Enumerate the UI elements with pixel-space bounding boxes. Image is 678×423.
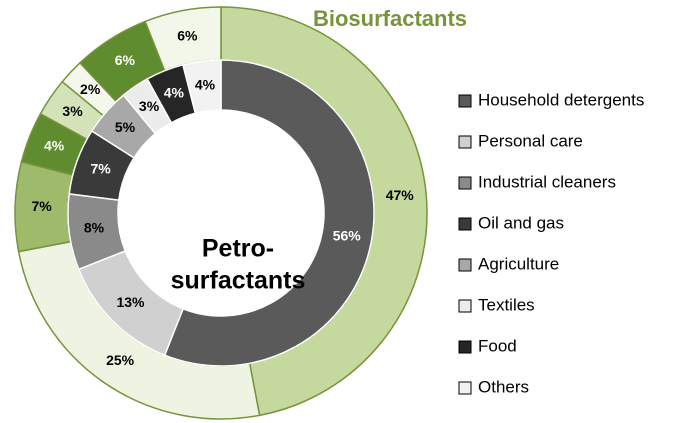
legend-label: Textiles bbox=[478, 295, 535, 314]
center-label: Petro- bbox=[202, 235, 274, 263]
legend-label: Industrial cleaners bbox=[478, 172, 616, 191]
data-label: 25% bbox=[106, 352, 135, 368]
data-label: 4% bbox=[195, 77, 216, 93]
chart-title: Biosurfactants bbox=[313, 6, 467, 31]
data-label: 8% bbox=[84, 220, 105, 236]
legend-label: Oil and gas bbox=[478, 213, 564, 232]
data-label: 7% bbox=[90, 160, 111, 176]
legend-swatch bbox=[458, 299, 472, 313]
data-label: 5% bbox=[115, 119, 136, 135]
data-label: 2% bbox=[80, 81, 101, 97]
legend-label: Food bbox=[478, 336, 517, 355]
legend-label: Personal care bbox=[478, 131, 583, 150]
data-label: 13% bbox=[116, 294, 145, 310]
data-label: 4% bbox=[44, 138, 65, 154]
legend-swatch bbox=[458, 217, 472, 231]
legend-swatch bbox=[458, 135, 472, 149]
legend-swatch bbox=[458, 340, 472, 354]
legend-swatch bbox=[458, 258, 472, 272]
legend-swatch bbox=[458, 176, 472, 190]
data-label: 4% bbox=[164, 85, 185, 101]
data-label: 3% bbox=[62, 103, 83, 119]
data-label: 6% bbox=[177, 27, 198, 43]
data-label: 47% bbox=[386, 187, 415, 203]
legend-swatch bbox=[458, 94, 472, 108]
slice bbox=[163, 59, 375, 367]
legend-label: Agriculture bbox=[478, 254, 559, 273]
data-label: 3% bbox=[139, 98, 160, 114]
legend-swatch bbox=[458, 381, 472, 395]
legend-label: Others bbox=[478, 377, 529, 396]
slice bbox=[182, 59, 222, 115]
data-label: 6% bbox=[115, 52, 136, 68]
center-label: surfactants bbox=[171, 267, 306, 295]
data-label: 56% bbox=[333, 228, 362, 244]
legend-label: Household detergents bbox=[478, 90, 644, 109]
data-label: 7% bbox=[31, 198, 52, 214]
